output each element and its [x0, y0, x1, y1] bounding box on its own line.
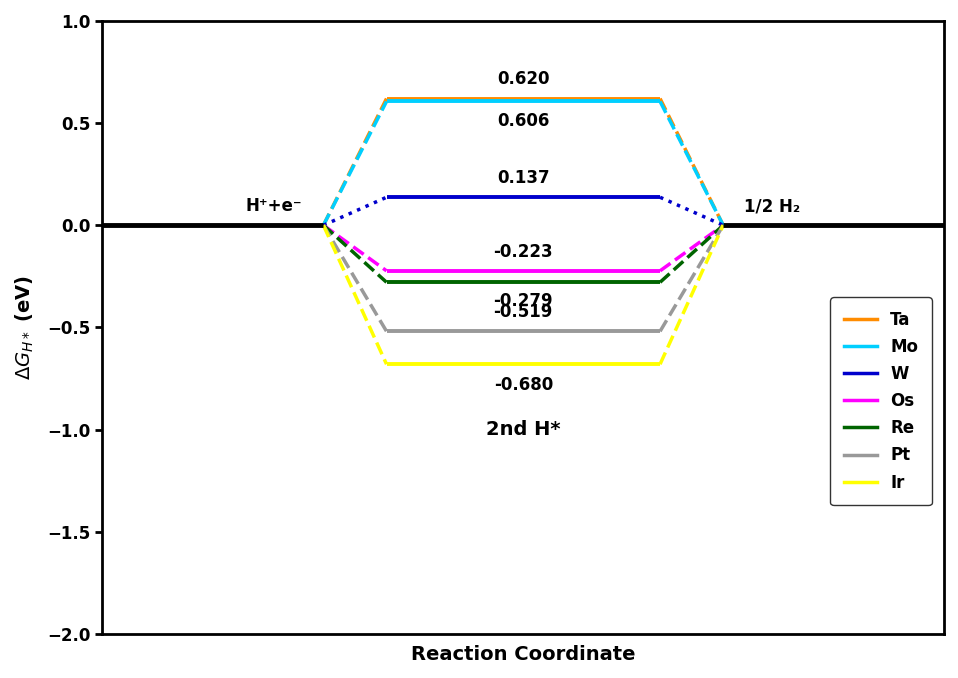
Text: -0.519: -0.519	[493, 303, 553, 321]
Text: 0.606: 0.606	[497, 112, 550, 129]
Text: 1/2 H₂: 1/2 H₂	[744, 197, 800, 215]
Text: 2nd H*: 2nd H*	[486, 420, 560, 439]
Text: -0.680: -0.680	[493, 376, 553, 395]
Y-axis label: $\Delta G_{H*}$ (eV): $\Delta G_{H*}$ (eV)	[13, 275, 36, 380]
Text: H⁺+e⁻: H⁺+e⁻	[246, 197, 303, 215]
Text: 0.137: 0.137	[497, 169, 550, 187]
Legend: Ta, Mo, W, Os, Re, Pt, Ir: Ta, Mo, W, Os, Re, Pt, Ir	[831, 297, 931, 505]
Text: -0.279: -0.279	[493, 292, 553, 311]
Text: 0.620: 0.620	[497, 71, 550, 88]
X-axis label: Reaction Coordinate: Reaction Coordinate	[411, 645, 635, 664]
Text: -0.223: -0.223	[493, 243, 553, 260]
